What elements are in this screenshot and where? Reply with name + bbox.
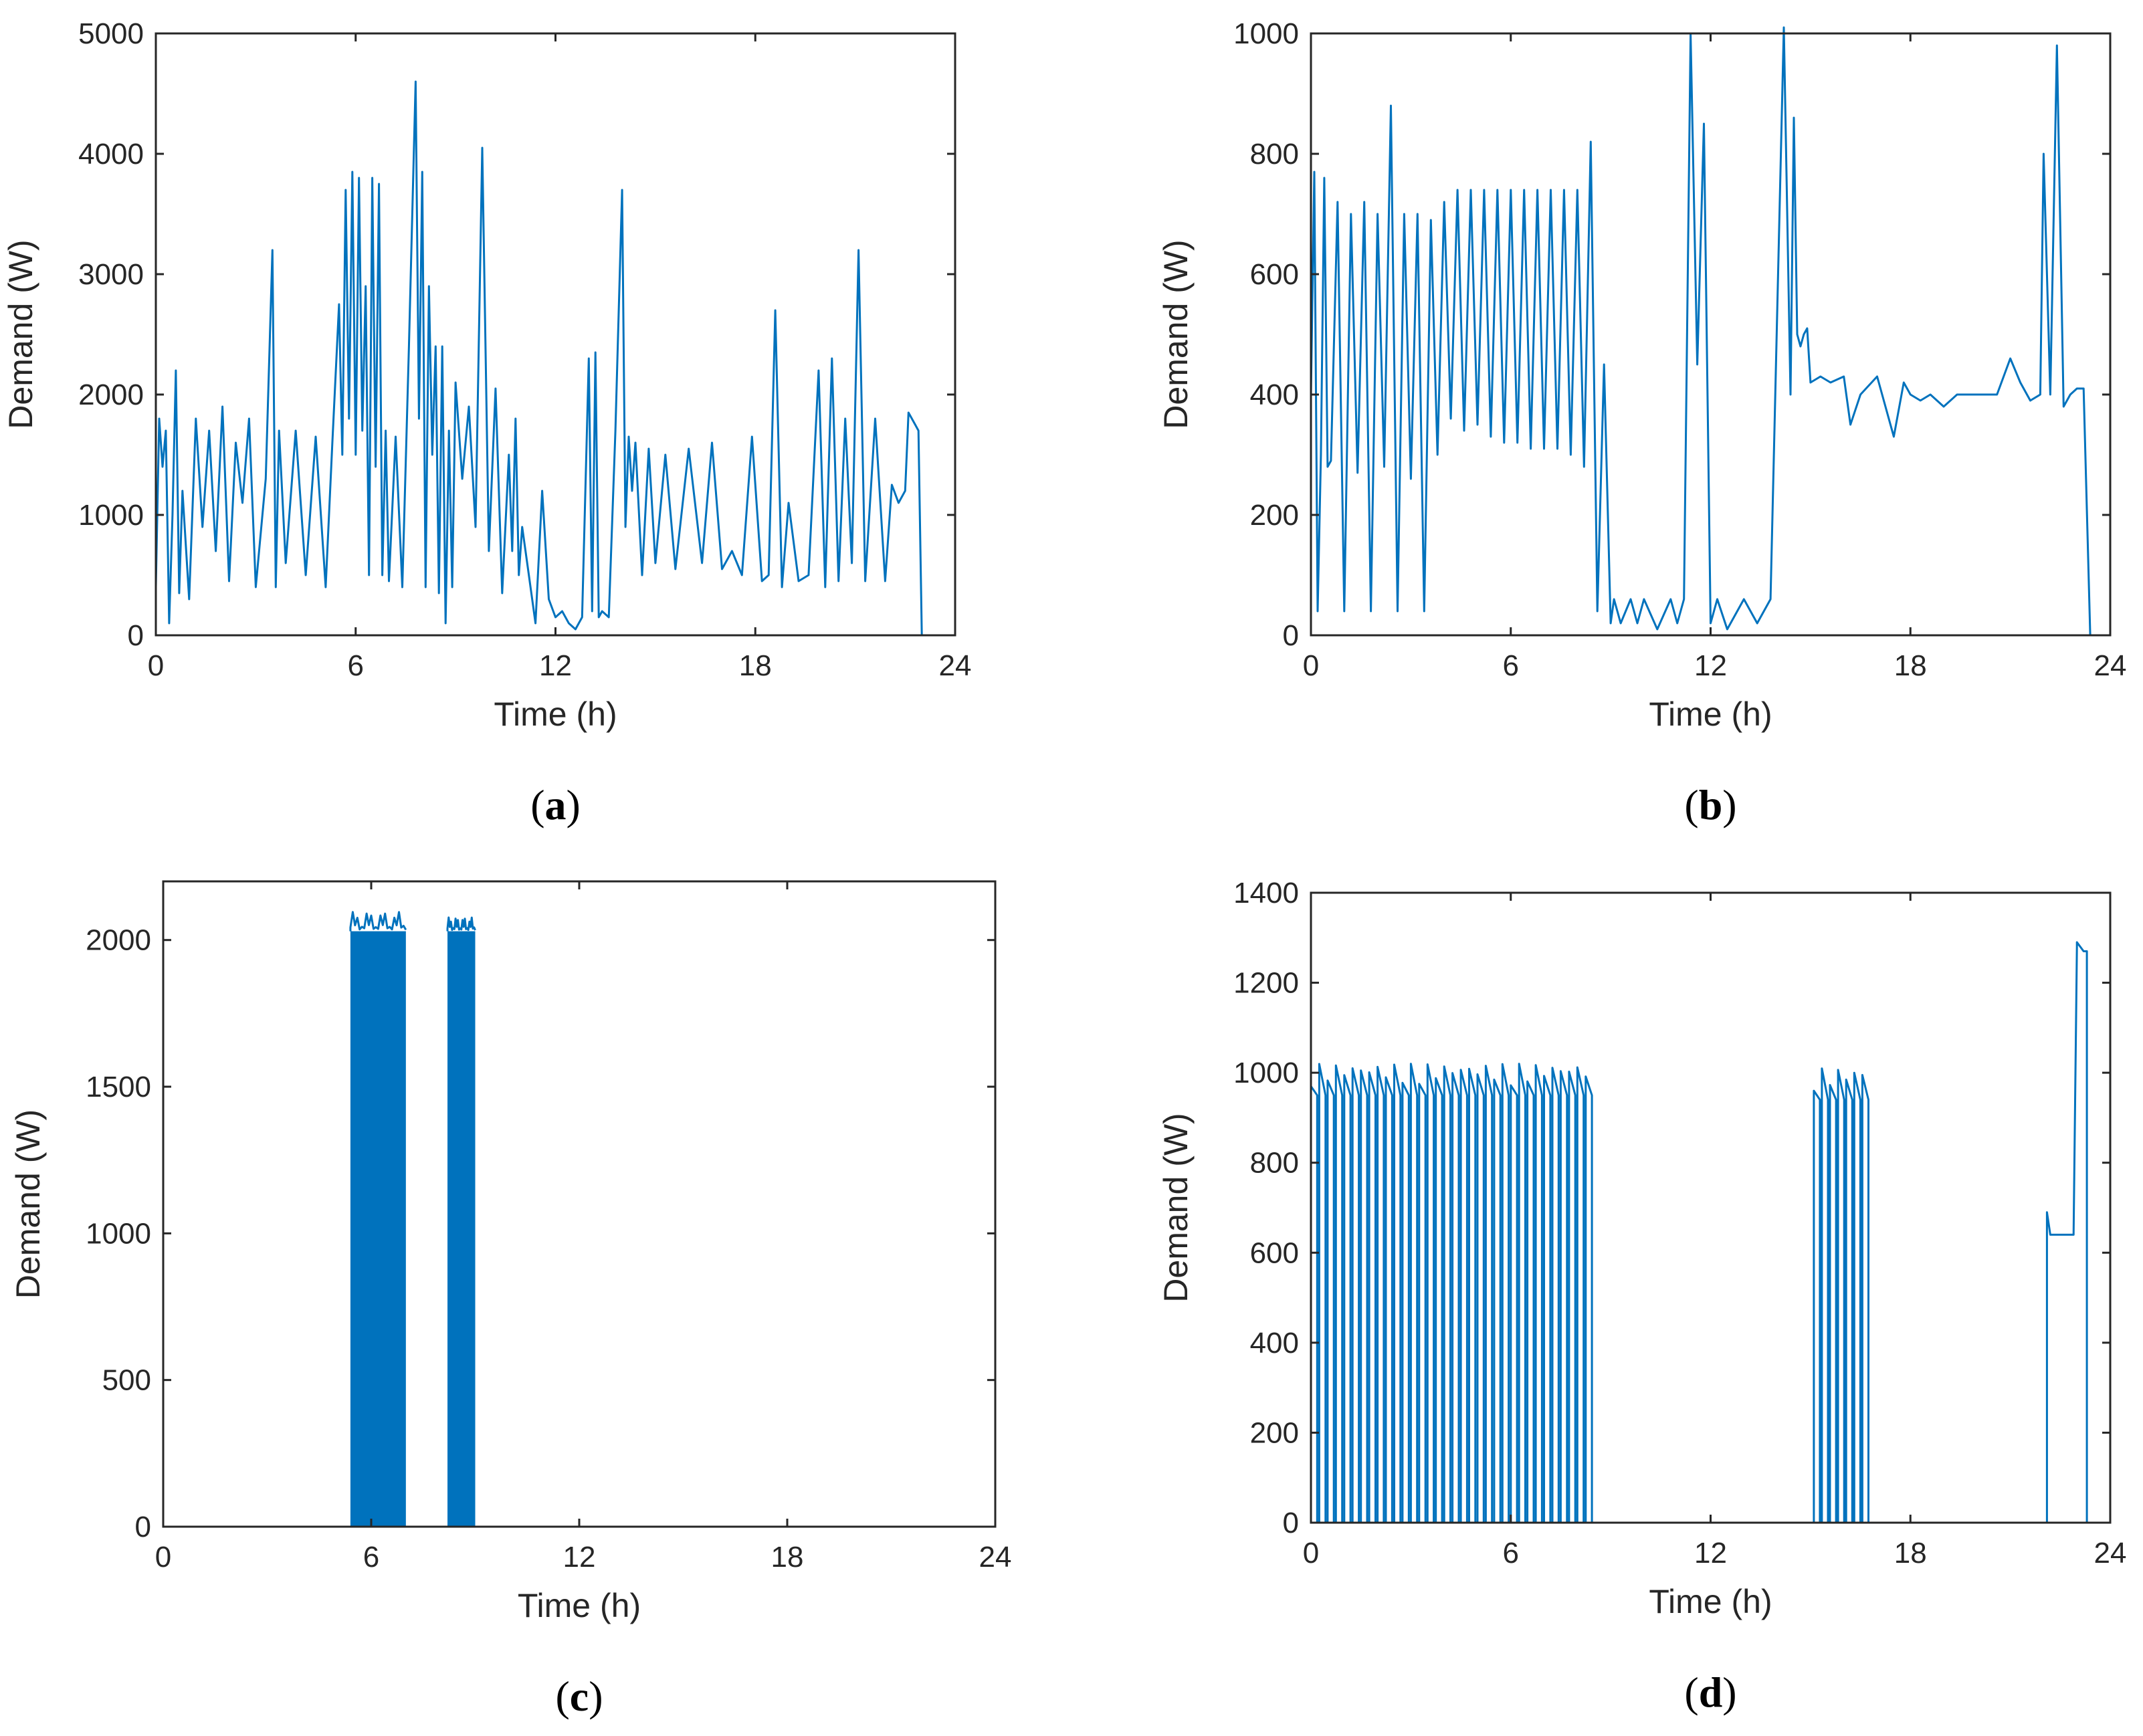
y-tick-label: 1400 — [1233, 877, 1299, 909]
x-tick-label: 0 — [148, 649, 164, 682]
panel-label-letter: b — [1699, 781, 1723, 829]
y-axis-label: Demand (W) — [2, 239, 39, 429]
y-axis-label: Demand (W) — [1157, 239, 1195, 429]
y-tick-label: 1200 — [1233, 967, 1299, 1000]
x-tick-label: 12 — [1694, 649, 1727, 682]
chart-panel-d: 0 6 12 18 24 0 200 400 600 800 1000 1200 1400 Time (h… — [1157, 877, 2126, 1716]
x-tick-label: 0 — [1303, 1537, 1319, 1569]
panel-label-d: (d) — [1684, 1668, 1736, 1716]
y-tick-label: 3000 — [78, 258, 144, 291]
y-axis-label: Demand (W) — [9, 1109, 47, 1299]
burst-block-1 — [350, 931, 406, 1527]
panel-label-letter: a — [545, 781, 567, 829]
chart-panel-a: 0 6 12 18 24 0 1000 2000 3000 4000 5000 Time (h) Dem… — [2, 17, 971, 829]
x-tick-label: 12 — [539, 649, 572, 682]
y-tick-label: 1000 — [78, 499, 144, 532]
x-tick-label: 24 — [2094, 649, 2127, 682]
panel-label-close: ) — [589, 1672, 603, 1720]
x-axis-label: Time (h) — [1649, 1583, 1772, 1620]
x-tick-label: 18 — [739, 649, 772, 682]
y-tick-label: 1000 — [86, 1217, 151, 1250]
x-tick-label: 6 — [1503, 1537, 1519, 1569]
panel-label-open: ( — [1684, 781, 1698, 829]
series-line-b — [1310, 26, 2110, 637]
y-tick-label: 0 — [128, 619, 144, 652]
axes-frame-b — [1310, 32, 2112, 637]
y-tick-label: 800 — [1250, 138, 1299, 171]
chart-panel-b: 0 6 12 18 24 0 200 400 600 800 1000 Time (h) Demand … — [1157, 17, 2126, 829]
x-tick-label: 18 — [771, 1541, 804, 1574]
x-tick-label: 0 — [1303, 649, 1319, 682]
x-axis-label: Time (h) — [494, 695, 617, 733]
panel-label-close: ) — [567, 781, 581, 829]
burst-block-2 — [447, 931, 476, 1527]
panel-label-c: (c) — [555, 1672, 603, 1720]
y-tick-label: 200 — [1250, 1416, 1299, 1449]
x-tick-label: 24 — [979, 1541, 1012, 1574]
chart-panel-c: 0 6 12 18 24 0 500 1000 1500 2000 Time (h) Demand (… — [9, 880, 1012, 1720]
x-tick-label: 18 — [1894, 649, 1927, 682]
axes-frame-c — [162, 880, 997, 1528]
panel-label-close: ) — [1722, 781, 1736, 829]
series-line-d — [1310, 941, 2110, 1524]
panel-label-b: (b) — [1684, 781, 1736, 829]
y-tick-label: 0 — [135, 1511, 151, 1543]
x-tick-label: 0 — [155, 1541, 171, 1574]
x-tick-label: 18 — [1894, 1537, 1927, 1569]
panel-label-open: ( — [530, 781, 544, 829]
y-tick-label: 200 — [1250, 499, 1299, 532]
x-tick-label: 24 — [939, 649, 972, 682]
y-tick-label: 400 — [1250, 1327, 1299, 1360]
y-tick-label: 2000 — [78, 378, 144, 411]
y-tick-label: 600 — [1250, 1236, 1299, 1269]
panel-label-letter: c — [570, 1672, 589, 1720]
y-tick-label: 0 — [1283, 1507, 1299, 1539]
y-tick-label: 500 — [102, 1364, 151, 1397]
y-tick-label: 600 — [1250, 258, 1299, 291]
x-axis-label: Time (h) — [518, 1587, 641, 1624]
x-axis-label: Time (h) — [1649, 695, 1772, 733]
y-tick-label: 400 — [1250, 378, 1299, 411]
burst-top-1 — [349, 911, 407, 932]
x-tick-label: 6 — [363, 1541, 379, 1574]
panel-label-open: ( — [1684, 1668, 1698, 1716]
panel-label-close: ) — [1722, 1668, 1736, 1716]
y-tick-label: 5000 — [78, 17, 144, 50]
y-tick-label: 800 — [1250, 1147, 1299, 1180]
burst-top-2 — [446, 916, 476, 932]
panel-label-a: (a) — [530, 781, 581, 829]
x-tick-label: 6 — [348, 649, 364, 682]
y-tick-label: 0 — [1283, 619, 1299, 652]
x-tick-label: 12 — [563, 1541, 596, 1574]
panel-label-letter: d — [1699, 1668, 1723, 1716]
x-tick-label: 6 — [1503, 649, 1519, 682]
series-line-a — [155, 80, 955, 637]
y-tick-label: 2000 — [86, 924, 151, 957]
y-tick-label: 4000 — [78, 138, 144, 171]
y-axis-label: Demand (W) — [1157, 1113, 1195, 1302]
panel-label-open: ( — [555, 1672, 569, 1720]
y-tick-label: 1500 — [86, 1071, 151, 1103]
y-tick-label: 1000 — [1233, 17, 1299, 50]
axes-frame-d — [1310, 891, 2112, 1524]
x-tick-label: 24 — [2094, 1537, 2127, 1569]
x-tick-label: 12 — [1694, 1537, 1727, 1569]
y-tick-label: 1000 — [1233, 1057, 1299, 1089]
